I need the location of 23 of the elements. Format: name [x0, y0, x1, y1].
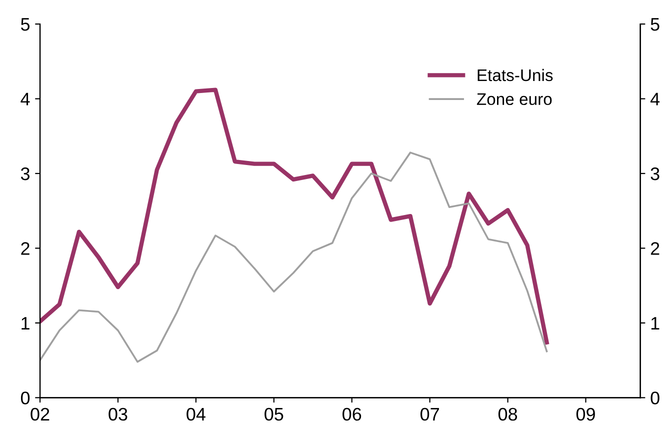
y-tick-label: 0	[20, 392, 30, 404]
x-tick-label: 03	[108, 408, 128, 421]
x-tick-label: 02	[30, 408, 50, 421]
y2-tick-label: 0	[650, 392, 660, 404]
legend-label: Zone euro	[476, 93, 552, 106]
x-tick-label: 09	[576, 408, 595, 421]
x-tick-label: 05	[264, 408, 284, 421]
y-tick-label: 1	[22, 317, 30, 330]
y2-tick-label: 1	[651, 317, 660, 330]
y2-tick-label: 5	[650, 18, 660, 31]
y-tick-label: 3	[20, 167, 30, 180]
x-tick-label: 08	[498, 408, 518, 421]
y-tick-label: 2	[21, 242, 30, 255]
legend-label: Etats-Unis	[478, 68, 553, 82]
y2-tick-label: 4	[650, 92, 660, 106]
y-tick-label: 5	[20, 18, 30, 31]
y-tick-label: 4	[20, 92, 30, 106]
x-tick-label: 04	[186, 408, 206, 421]
y2-tick-label: 3	[650, 167, 660, 180]
line-series	[40, 152, 548, 363]
x-tick-label: 06	[342, 408, 362, 421]
y2-tick-label: 2	[650, 242, 660, 255]
x-tick-label: 07	[420, 408, 439, 421]
